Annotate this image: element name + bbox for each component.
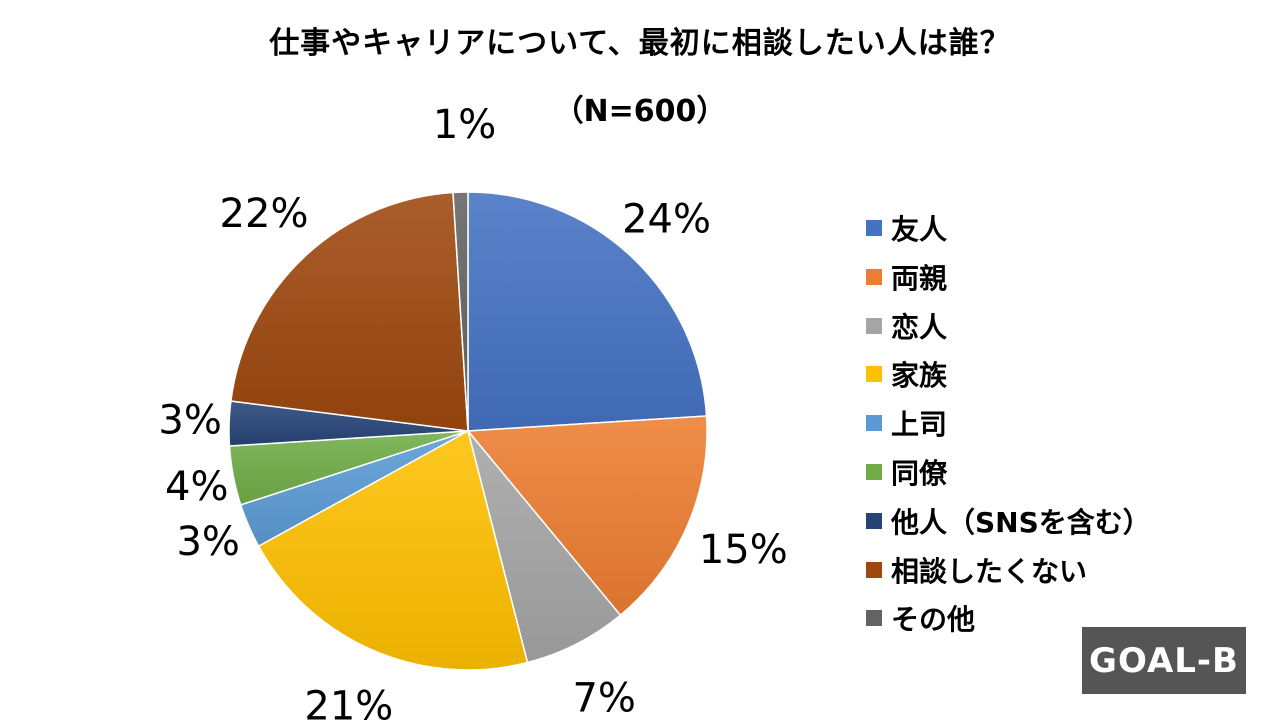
legend-item: 恋人 [866, 308, 947, 344]
data-label-6: 4% [165, 464, 228, 510]
legend-item: 同僚 [866, 454, 947, 490]
legend-label: 両親 [891, 261, 948, 295]
data-label-5: 3% [176, 519, 239, 565]
legend-item: 上司 [866, 405, 947, 441]
legend-label: 上司 [891, 408, 948, 442]
pie-slice-4 [257, 429, 529, 671]
legend-item: 家族 [866, 356, 947, 392]
legend-swatch [866, 268, 882, 285]
legend-item: 他人（SNSを含む） [866, 503, 1151, 539]
legend-label: 相談したくない [891, 554, 1088, 588]
legend-item: 友人 [866, 210, 947, 246]
pie-slice-1 [467, 191, 708, 432]
legend-swatch [866, 610, 882, 627]
logo-text: GOAL-B [1089, 640, 1239, 681]
data-label-3: 7% [572, 675, 635, 720]
legend-label: 他人（SNSを含む） [891, 505, 1151, 539]
chart-subtitle: （N=600） [553, 94, 727, 129]
legend-item: 相談したくない [866, 552, 1087, 588]
data-label-9: 1% [433, 102, 496, 148]
legend-swatch [866, 415, 882, 432]
pie-slice-3 [467, 430, 622, 664]
legend-label: 恋人 [891, 310, 948, 344]
data-label-2: 15% [699, 527, 788, 573]
legend-swatch [866, 561, 882, 578]
legend-swatch [866, 464, 882, 480]
data-label-1: 24% [622, 197, 711, 243]
data-label-4: 21% [304, 683, 393, 720]
data-label-8: 22% [220, 191, 309, 237]
pie-slice-8 [230, 191, 469, 432]
goal-b-logo: GOAL-B [1082, 627, 1246, 694]
pie-slice-2 [466, 415, 708, 617]
legend-label: その他 [891, 603, 976, 637]
chart-title: 仕事やキャリアについて、最初に相談したい人は誰？ [269, 26, 1011, 61]
legend-item: その他 [866, 600, 975, 636]
legend-swatch [866, 220, 882, 236]
legend-swatch [866, 317, 882, 334]
legend-swatch [866, 512, 882, 529]
legend-label: 家族 [891, 359, 948, 393]
legend-label: 友人 [891, 213, 948, 246]
legend-item: 両親 [866, 259, 947, 295]
pie-slice-9 [452, 191, 469, 432]
data-label-7: 3% [158, 397, 221, 443]
legend-swatch [866, 366, 882, 383]
legend-label: 同僚 [891, 457, 948, 490]
